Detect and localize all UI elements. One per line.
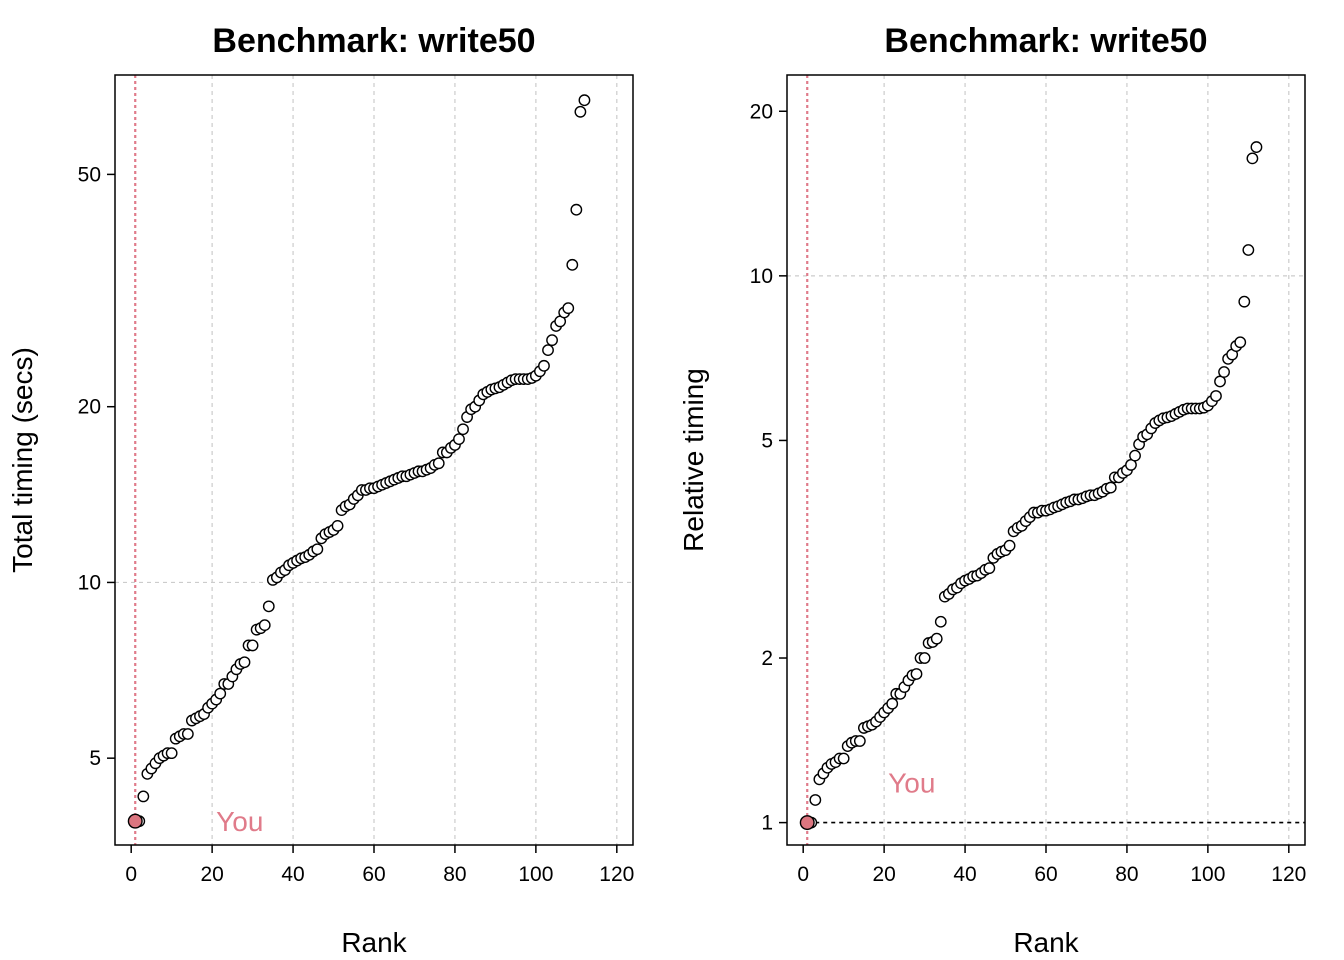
x-tick-label: 0 — [797, 863, 809, 886]
data-point — [566, 258, 579, 271]
data-point — [1129, 449, 1141, 462]
y-axis-label: Relative timing — [678, 368, 709, 552]
data-point — [910, 668, 923, 680]
data-point — [1210, 390, 1222, 402]
data-point — [181, 728, 194, 740]
data-point — [432, 457, 445, 470]
data-point — [886, 697, 899, 710]
x-tick-label: 20 — [872, 863, 895, 886]
data-point — [137, 790, 150, 803]
chart-panel-relative-timing: Benchmark: write50 Rank Relative timing … — [678, 22, 1306, 958]
data-point — [453, 433, 465, 446]
data-point — [1218, 366, 1230, 378]
y-tick-label: 50 — [78, 163, 101, 186]
data-point — [1234, 336, 1247, 349]
data-point — [1242, 244, 1255, 256]
highlight-point — [127, 813, 143, 829]
data-point — [258, 619, 271, 632]
data-point — [238, 656, 251, 669]
y-axis-label: Total timing (secs) — [7, 347, 38, 573]
y-tick-label: 10 — [750, 265, 773, 288]
data-point — [578, 94, 591, 107]
y-tick-label: 1 — [761, 812, 773, 835]
data-point — [246, 639, 259, 652]
data-point — [538, 359, 550, 372]
data-point — [331, 519, 344, 532]
x-tick-label: 80 — [443, 863, 466, 886]
chart-title: Benchmark: write50 — [884, 22, 1207, 60]
y-tick-label: 10 — [78, 571, 101, 594]
data-point — [262, 600, 275, 613]
data-point — [214, 687, 227, 700]
x-tick-label: 60 — [362, 863, 385, 886]
data-point — [574, 105, 587, 118]
data-point — [165, 747, 178, 760]
data-point — [1003, 539, 1016, 552]
data-point — [930, 632, 943, 645]
data-point — [853, 735, 866, 747]
y-tick-label: 20 — [78, 396, 101, 419]
data-point — [918, 652, 931, 664]
data-point — [562, 302, 575, 315]
x-tick-label: 40 — [281, 863, 304, 886]
x-tick-label: 120 — [1271, 863, 1306, 886]
x-tick-label: 0 — [125, 863, 137, 886]
data-point — [546, 334, 558, 347]
data-point — [1238, 295, 1251, 308]
data-point — [457, 423, 469, 436]
x-tick-label: 100 — [518, 863, 553, 886]
highlight-label: You — [216, 806, 263, 837]
data-point — [837, 752, 850, 765]
x-tick-label: 120 — [599, 863, 634, 886]
y-tick-label: 2 — [761, 647, 773, 670]
data-point — [1104, 481, 1117, 494]
y-tick-label: 5 — [89, 747, 101, 770]
data-point — [1250, 141, 1263, 153]
y-tick-label: 20 — [750, 100, 773, 123]
data-point — [311, 543, 324, 556]
highlight-label: You — [888, 768, 935, 799]
data-point — [542, 344, 554, 357]
chart-title: Benchmark: write50 — [212, 22, 535, 60]
data-point — [570, 203, 583, 216]
data-point — [983, 562, 996, 575]
y-tick-label: 5 — [761, 429, 773, 452]
x-tick-label: 60 — [1034, 863, 1057, 886]
x-axis-label: Rank — [341, 927, 407, 958]
data-point — [1246, 152, 1259, 165]
data-point — [809, 794, 822, 806]
data-point — [934, 615, 947, 628]
chart-panel-total-timing: Benchmark: write50 Rank Total timing (se… — [7, 22, 634, 958]
x-tick-label: 100 — [1190, 863, 1225, 886]
x-tick-label: 40 — [953, 863, 976, 886]
x-tick-label: 20 — [200, 863, 223, 886]
highlight-point — [799, 815, 815, 831]
x-axis-label: Rank — [1013, 927, 1079, 958]
x-tick-label: 80 — [1115, 863, 1138, 886]
